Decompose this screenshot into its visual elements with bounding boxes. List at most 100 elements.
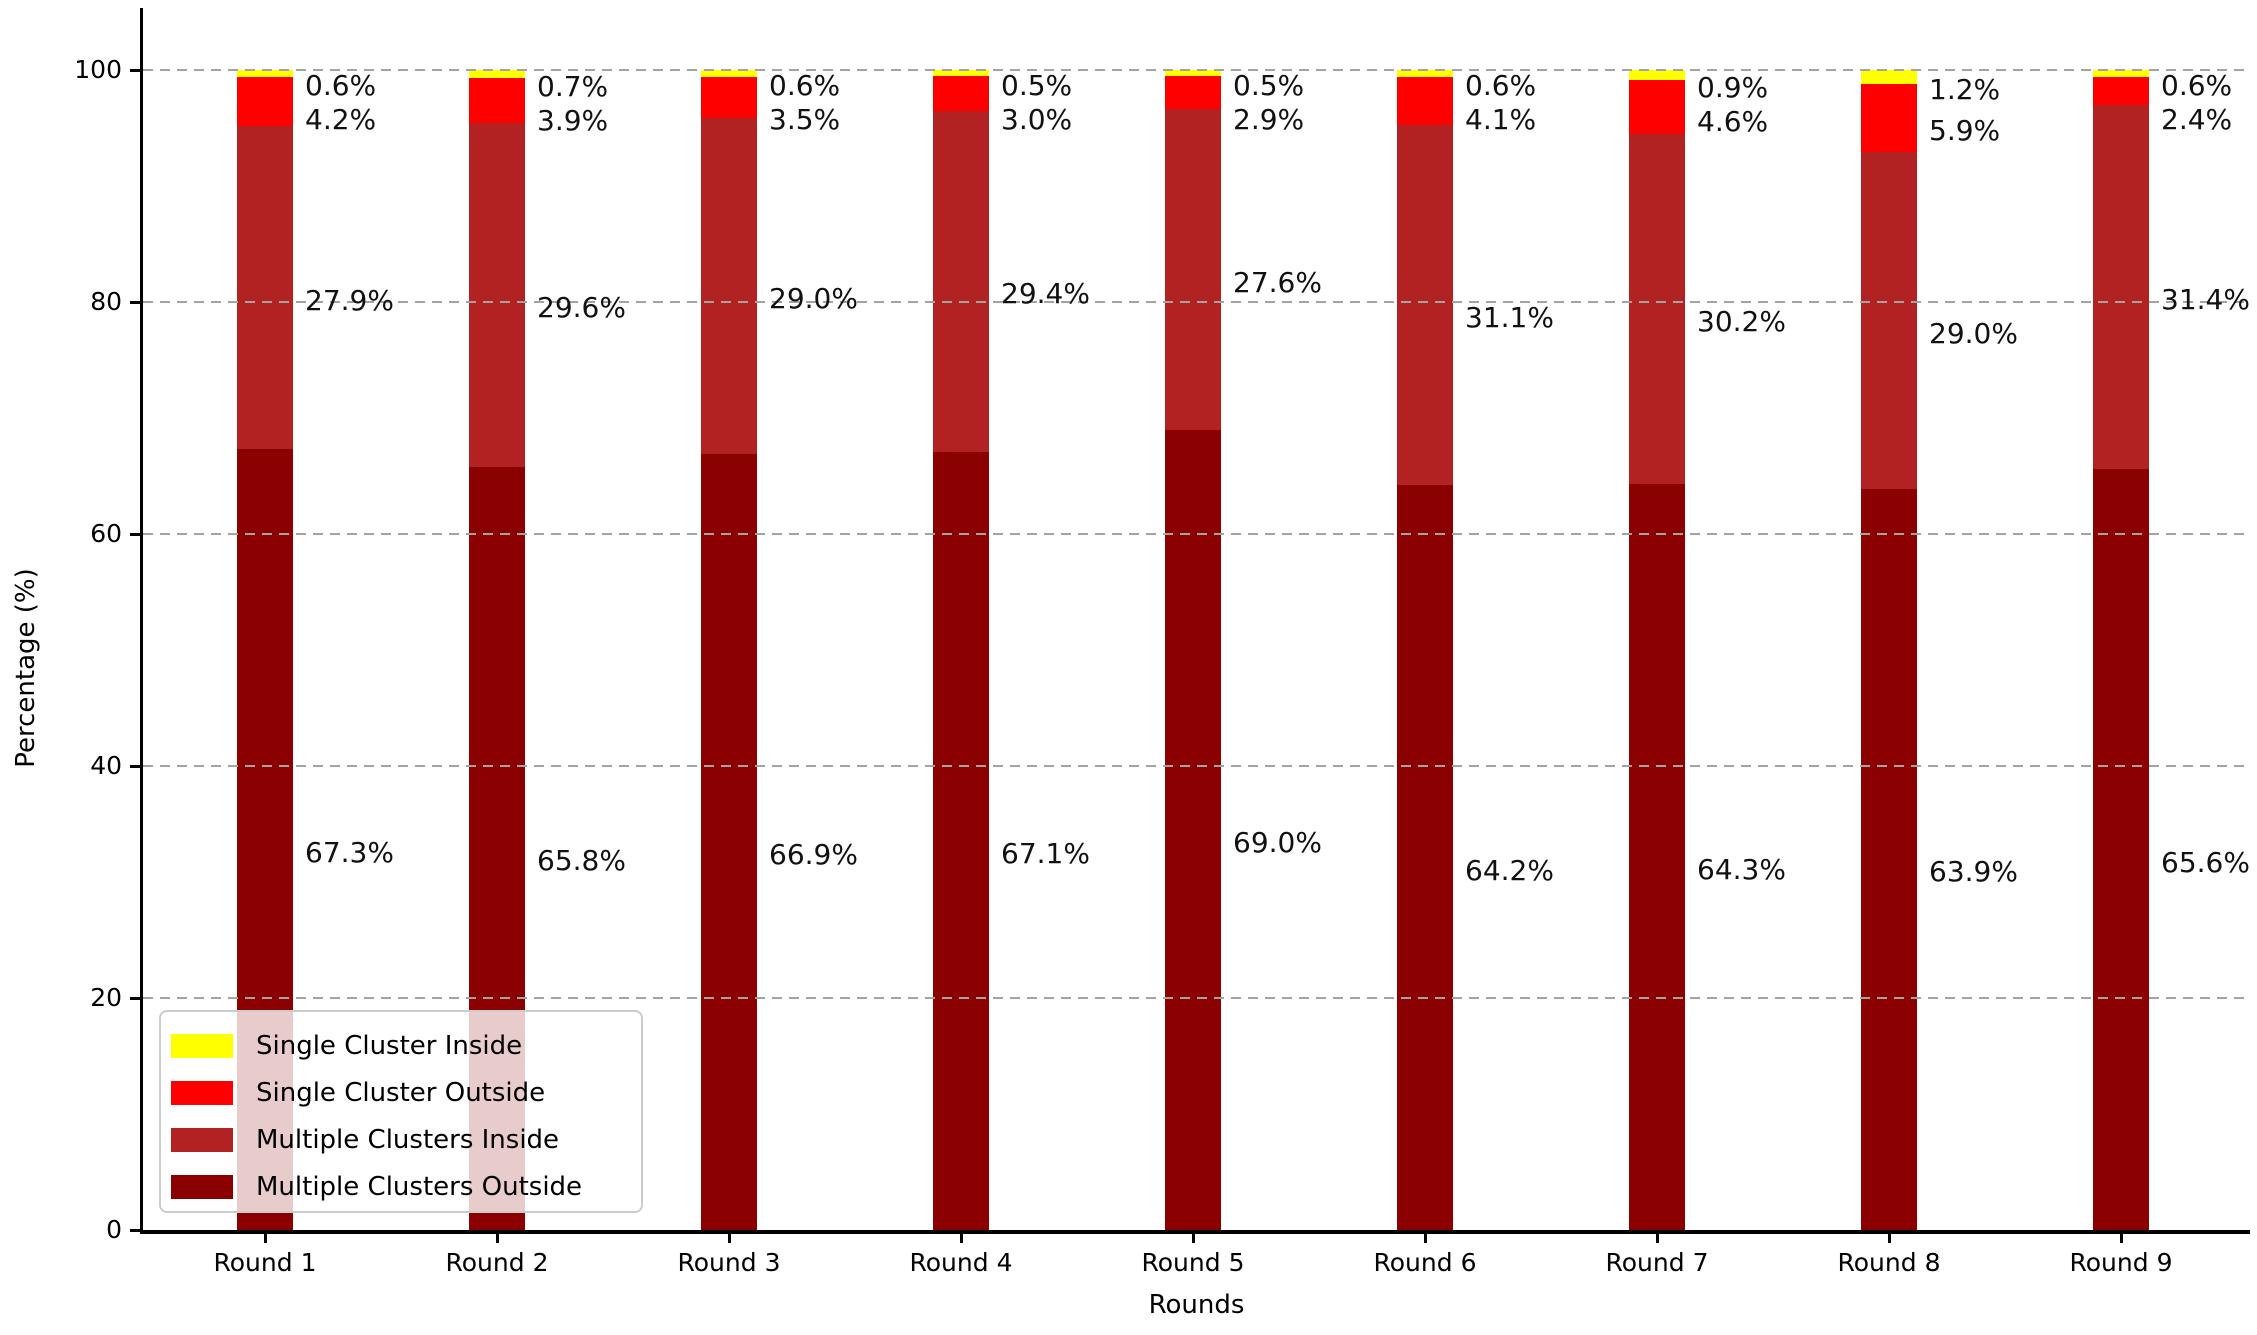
x-tick xyxy=(263,1230,267,1243)
gridline xyxy=(143,765,2250,767)
bar-value-label: 4.2% xyxy=(305,103,377,137)
legend-item: Multiple Clusters Outside xyxy=(171,1164,641,1211)
x-tick-label: Round 1 xyxy=(213,1248,317,1277)
bar-segment xyxy=(1397,70,1453,77)
bar-segment xyxy=(1165,70,1221,76)
y-tick-label: 20 xyxy=(90,983,122,1012)
x-tick xyxy=(2119,1230,2123,1243)
bar-segment xyxy=(1861,152,1917,489)
bar-segment xyxy=(701,453,757,1230)
bar-value-label: 5.9% xyxy=(1929,114,2001,148)
bar-segment xyxy=(1629,133,1685,485)
y-tick xyxy=(130,764,143,768)
x-tick-label: Round 6 xyxy=(1373,1248,1477,1277)
bar-value-label: 2.4% xyxy=(2161,103,2233,137)
y-tick-label: 100 xyxy=(74,55,122,84)
bar-segment xyxy=(1165,109,1221,430)
x-tick-label: Round 8 xyxy=(1837,1248,1941,1277)
bar-segment xyxy=(933,75,989,111)
gridline xyxy=(143,301,2250,303)
bar-value-label: 67.3% xyxy=(305,835,394,869)
legend-item: Multiple Clusters Inside xyxy=(171,1117,641,1164)
bar-value-label: 64.2% xyxy=(1465,853,1554,887)
bar-segment xyxy=(933,70,989,76)
bar-value-label: 0.5% xyxy=(1233,68,1305,102)
gridline xyxy=(143,533,2250,535)
bar-value-label: 66.9% xyxy=(769,837,858,871)
bar-segment xyxy=(1861,70,1917,84)
x-tick xyxy=(959,1230,963,1243)
bar-segment xyxy=(2093,70,2149,77)
x-tick-label: Round 4 xyxy=(909,1248,1013,1277)
y-axis-spine xyxy=(140,8,143,1234)
bar-value-label: 31.1% xyxy=(1465,300,1554,334)
x-tick-label: Round 2 xyxy=(445,1248,549,1277)
bar-segment xyxy=(2093,469,2149,1230)
bar-segment xyxy=(1629,70,1685,81)
bar-value-label: 3.9% xyxy=(537,104,609,138)
x-tick-label: Round 7 xyxy=(1605,1248,1709,1277)
bar-segment xyxy=(469,70,525,79)
gridline xyxy=(143,997,2250,999)
legend-item: Single Cluster Inside xyxy=(171,1022,641,1069)
bar-segment xyxy=(1397,124,1453,486)
legend-swatch-multiple-clusters-inside xyxy=(171,1128,233,1153)
y-tick xyxy=(130,1228,143,1232)
bar-segment xyxy=(1397,76,1453,125)
y-tick xyxy=(130,532,143,536)
bar-value-label: 3.0% xyxy=(1001,102,1073,136)
legend-swatch-single-cluster-outside xyxy=(171,1080,233,1105)
bar-segment xyxy=(1165,75,1221,110)
bar-value-label: 3.5% xyxy=(769,103,841,137)
bar-value-label: 0.6% xyxy=(305,69,377,103)
x-tick xyxy=(1887,1230,1891,1243)
y-tick-label: 40 xyxy=(90,751,122,780)
bar-segment xyxy=(237,70,293,77)
y-tick xyxy=(130,300,143,304)
bar-segment xyxy=(701,76,757,118)
bar-value-label: 65.6% xyxy=(2161,845,2250,879)
bar-segment xyxy=(1165,429,1221,1230)
bar-segment xyxy=(1629,80,1685,134)
y-tick xyxy=(130,996,143,1000)
bar-value-label: 64.3% xyxy=(1697,853,1786,887)
x-tick xyxy=(495,1230,499,1243)
bar-value-label: 30.2% xyxy=(1697,304,1786,338)
bar-value-label: 27.6% xyxy=(1233,265,1322,299)
legend-label: Single Cluster Outside xyxy=(256,1077,546,1108)
bar-segment xyxy=(1397,485,1453,1230)
bar-value-label: 4.6% xyxy=(1697,105,1769,139)
legend-label: Multiple Clusters Inside xyxy=(256,1125,560,1156)
legend-swatch-single-cluster-inside xyxy=(171,1033,233,1058)
gridline xyxy=(143,69,2250,71)
bar-segment xyxy=(701,70,757,77)
bar-value-label: 69.0% xyxy=(1233,825,1322,859)
bar-segment xyxy=(469,78,525,124)
bar-value-label: 31.4% xyxy=(2161,282,2250,316)
bar-segment xyxy=(2093,104,2149,470)
bar-value-label: 0.6% xyxy=(1465,69,1537,103)
bar-segment xyxy=(1629,484,1685,1230)
y-axis-title-wrap: Percentage (%) xyxy=(8,0,44,1335)
x-tick-label: Round 9 xyxy=(2069,1248,2173,1277)
x-tick xyxy=(727,1230,731,1243)
bar-value-label: 0.5% xyxy=(1001,68,1073,102)
legend-swatch-multiple-clusters-outside xyxy=(171,1175,233,1200)
y-tick-label: 60 xyxy=(90,519,122,548)
legend-label: Single Cluster Inside xyxy=(256,1030,523,1061)
bar-value-label: 29.0% xyxy=(1929,316,2018,350)
bar-value-label: 4.1% xyxy=(1465,103,1537,137)
bar-value-label: 0.9% xyxy=(1697,71,1769,105)
bar-value-label: 27.9% xyxy=(305,283,394,317)
bar-value-label: 0.6% xyxy=(2161,69,2233,103)
bar-value-label: 29.4% xyxy=(1001,277,1090,311)
bar-segment xyxy=(469,123,525,467)
bar-segment xyxy=(237,125,293,450)
x-axis-spine xyxy=(140,1230,2250,1234)
bar-segment xyxy=(933,110,989,452)
bar-segment xyxy=(1861,488,1917,1230)
x-tick xyxy=(1423,1230,1427,1243)
bar-value-label: 0.6% xyxy=(769,69,841,103)
